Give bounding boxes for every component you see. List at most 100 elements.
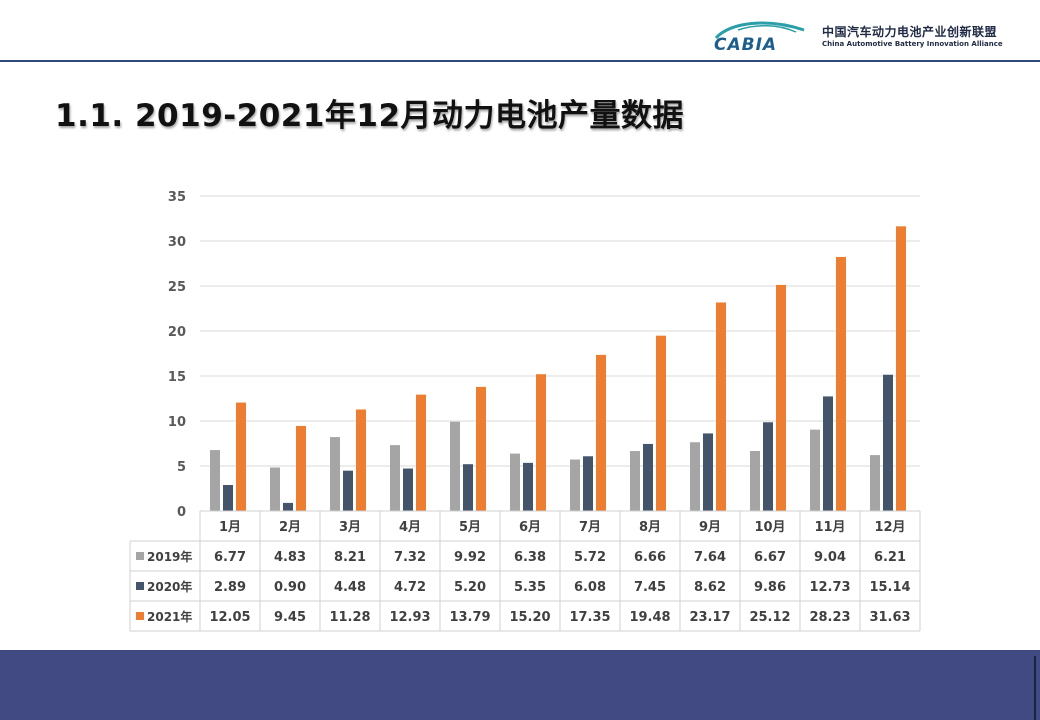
data-table-cell: 12.05 xyxy=(209,610,250,625)
data-table-cell: 11.28 xyxy=(329,610,370,625)
org-name-chinese: 中国汽车动力电池产业创新联盟 xyxy=(822,25,998,39)
bar-2019-m7 xyxy=(570,459,580,511)
bar-2019-m4 xyxy=(390,445,400,511)
data-table-cell: 6.67 xyxy=(754,550,786,565)
legend-label: 2020年 xyxy=(147,579,192,594)
data-table-cell: 9.45 xyxy=(274,610,306,625)
x-category-label: 8月 xyxy=(639,520,661,535)
legend-key-2021 xyxy=(136,612,144,620)
bar-2021-m5 xyxy=(476,386,486,511)
bar-2021-m12 xyxy=(896,226,906,511)
data-table-cell: 28.23 xyxy=(809,610,850,625)
data-table-cell: 0.90 xyxy=(274,580,306,595)
data-table-cell: 12.93 xyxy=(389,610,430,625)
x-category-label: 10月 xyxy=(754,520,785,535)
page-title: 1.1. 2019-2021年12月动力电池产量数据 xyxy=(55,98,685,134)
bar-2019-m1 xyxy=(210,450,220,511)
y-tick-label: 10 xyxy=(168,415,186,430)
data-table-cell: 7.45 xyxy=(634,580,666,595)
data-table-cell: 4.83 xyxy=(274,550,306,565)
x-category-label: 4月 xyxy=(399,520,421,535)
y-tick-label: 15 xyxy=(168,370,186,385)
bar-2021-m11 xyxy=(836,256,846,511)
data-table-cell: 7.64 xyxy=(694,550,726,565)
data-table-cell: 5.72 xyxy=(574,550,606,565)
data-table-cell: 4.48 xyxy=(334,580,366,595)
data-table-cell: 9.92 xyxy=(454,550,486,565)
data-table-cell: 6.38 xyxy=(514,550,546,565)
y-tick-label: 30 xyxy=(168,235,186,250)
bar-2019-m5 xyxy=(450,421,460,511)
bar-2021-m2 xyxy=(296,425,306,511)
data-table-cell: 15.20 xyxy=(509,610,550,625)
y-tick-label: 20 xyxy=(168,325,186,340)
x-category-label: 6月 xyxy=(519,520,541,535)
bar-2019-m6 xyxy=(510,453,520,511)
data-table-cell: 23.17 xyxy=(689,610,730,625)
bars xyxy=(210,226,906,511)
bar-2020-m2 xyxy=(283,502,293,511)
x-category-label: 3月 xyxy=(339,520,361,535)
footer-band xyxy=(0,650,1040,720)
bar-2020-m8 xyxy=(643,443,653,511)
x-category-label: 11月 xyxy=(814,520,845,535)
data-table-cell: 5.20 xyxy=(454,580,486,595)
data-table-cell: 2.89 xyxy=(214,580,246,595)
org-logo: CABIA 中国汽车动力电池产业创新联盟 China Automotive Ba… xyxy=(708,16,1028,56)
data-table-cell: 31.63 xyxy=(869,610,910,625)
footer-edge-mark xyxy=(1034,656,1036,720)
data-table-cell: 15.14 xyxy=(869,580,910,595)
bar-2020-m7 xyxy=(583,456,593,511)
data-table-cell: 6.21 xyxy=(874,550,906,565)
bar-2021-m1 xyxy=(236,402,246,511)
bar-2020-m12 xyxy=(883,374,893,511)
bar-2021-m8 xyxy=(656,335,666,511)
x-category-label: 7月 xyxy=(579,520,601,535)
x-category-label: 12月 xyxy=(874,520,905,535)
y-tick-label: 0 xyxy=(177,505,186,520)
x-category-label: 2月 xyxy=(279,520,301,535)
data-table-cell: 9.04 xyxy=(814,550,846,565)
data-table-cell: 7.32 xyxy=(394,550,426,565)
bar-2021-m4 xyxy=(416,394,426,511)
bar-2020-m1 xyxy=(223,484,233,511)
data-table-cell: 6.77 xyxy=(214,550,246,565)
bar-2019-m8 xyxy=(630,451,640,511)
y-tick-label: 35 xyxy=(168,190,186,205)
bar-2019-m10 xyxy=(750,450,760,511)
org-name-english: China Automotive Battery Innovation Alli… xyxy=(822,40,1003,48)
bar-2020-m6 xyxy=(523,462,533,511)
data-table-cell: 25.12 xyxy=(749,610,790,625)
bar-2020-m4 xyxy=(403,468,413,511)
data-table-cell: 17.35 xyxy=(569,610,610,625)
data-table-cell: 6.66 xyxy=(634,550,666,565)
legend-label: 2021年 xyxy=(147,609,192,624)
y-axis-ticks: 0 5 10 15 20 25 30 35 xyxy=(168,190,186,520)
data-table-cell: 6.08 xyxy=(574,580,606,595)
legend-key-2020 xyxy=(136,582,144,590)
data-table-cell: 19.48 xyxy=(629,610,670,625)
cabia-logo-mark: CABIA xyxy=(714,21,805,55)
data-table-cell: 9.86 xyxy=(754,580,786,595)
data-table: 1月 2月 3月 4月 5月 6月 7月 8月 9月 10月 11月 12月 2019年 6.77 4.83… xyxy=(129,510,921,632)
bar-2020-m5 xyxy=(463,464,473,511)
bar-2019-m3 xyxy=(330,437,340,511)
data-table-cell: 13.79 xyxy=(449,610,490,625)
x-category-label: 9月 xyxy=(699,520,721,535)
bar-2019-m2 xyxy=(270,467,280,511)
x-category-label: 5月 xyxy=(459,520,481,535)
x-category-label: 1月 xyxy=(219,520,241,535)
data-table-cell: 4.72 xyxy=(394,580,426,595)
bar-2019-m12 xyxy=(870,455,880,511)
bar-2020-m3 xyxy=(343,470,353,511)
bar-2020-m10 xyxy=(763,422,773,511)
data-table-cell: 12.73 xyxy=(809,580,850,595)
bar-2020-m9 xyxy=(703,433,713,511)
logo-wordmark: CABIA xyxy=(714,35,777,55)
data-table-cell: 8.21 xyxy=(334,550,366,565)
bar-2021-m6 xyxy=(536,374,546,511)
legend-key-2019 xyxy=(136,552,144,560)
data-table-cell: 8.62 xyxy=(694,580,726,595)
bar-2021-m10 xyxy=(776,284,786,511)
